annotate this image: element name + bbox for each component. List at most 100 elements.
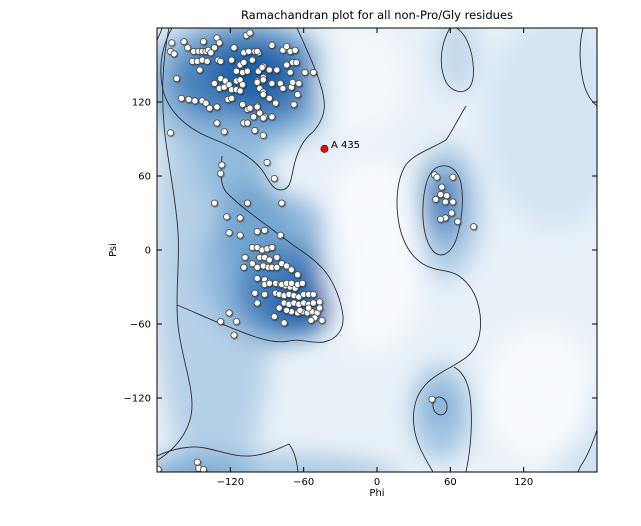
residue-point — [236, 214, 244, 222]
residue-point — [259, 91, 267, 99]
contour-alpha-region — [176, 155, 344, 343]
residue-point — [438, 183, 446, 191]
residue-point — [275, 304, 283, 312]
tick-label: 120 — [514, 477, 533, 488]
residue-point — [253, 274, 261, 282]
residue-point — [206, 104, 214, 112]
residue-point — [241, 253, 249, 261]
residue-point — [470, 223, 478, 231]
tick-label: −60 — [293, 477, 314, 488]
residue-point — [232, 317, 240, 325]
residue-point — [220, 128, 228, 136]
residue-point — [177, 94, 185, 102]
residue-point — [283, 61, 291, 69]
residue-point — [294, 91, 302, 99]
residue-point — [243, 67, 251, 75]
residue-point — [301, 68, 309, 76]
contour-top-hanging-blob — [440, 28, 474, 92]
residue-point — [263, 158, 271, 166]
residue-point — [283, 43, 291, 51]
residue-point — [166, 129, 174, 137]
contour-left-handed-region — [396, 105, 482, 472]
contour-bottom-right-corner — [577, 429, 597, 472]
residue-point — [225, 309, 233, 317]
residue-point — [253, 227, 261, 235]
residue-point — [258, 64, 266, 72]
x-axis-label: Phi — [369, 488, 384, 499]
residue-point — [309, 299, 317, 307]
residue-point — [283, 262, 291, 270]
residue-point — [232, 67, 240, 75]
residue-point — [273, 66, 281, 74]
residue-point — [256, 109, 264, 117]
residue-point — [289, 78, 297, 86]
y-axis-label: Psi — [108, 243, 119, 257]
residue-point — [261, 226, 269, 234]
residue-point — [251, 289, 259, 297]
residue-point — [318, 316, 326, 324]
residue-point — [230, 331, 238, 339]
tick-label: −120 — [124, 394, 151, 405]
residue-point — [298, 279, 306, 287]
residue-point — [276, 231, 284, 239]
residue-point — [253, 103, 261, 111]
residue-point — [273, 263, 281, 271]
residue-point — [239, 81, 247, 89]
annotation-a435: A 435 — [320, 140, 360, 153]
residue-point — [210, 80, 218, 88]
residue-point — [185, 96, 193, 104]
residue-point — [316, 304, 324, 312]
residue-point — [279, 84, 287, 92]
residue-point — [278, 199, 286, 207]
residue-point — [433, 173, 441, 181]
residue-point — [449, 173, 457, 181]
residue-point — [202, 99, 210, 107]
residue-point — [253, 47, 261, 55]
residue-point — [168, 39, 176, 47]
residue-point — [265, 279, 273, 287]
residue-point — [283, 306, 291, 314]
residue-point — [291, 46, 299, 54]
residue-point — [184, 44, 192, 52]
residue-point — [428, 395, 436, 403]
residue-point — [259, 114, 267, 122]
residue-point — [230, 44, 238, 52]
residue-point — [251, 126, 259, 134]
residue-point — [273, 253, 281, 261]
residue-point — [259, 131, 267, 139]
tick-label: 0 — [374, 477, 380, 488]
residue-point — [270, 174, 278, 182]
residue-point — [253, 299, 261, 307]
residue-point — [268, 41, 276, 49]
residue-point — [225, 229, 233, 237]
residue-point — [268, 243, 276, 251]
residue-point — [248, 260, 256, 268]
residue-point — [236, 87, 244, 95]
residue-point — [240, 263, 248, 271]
residue-point — [432, 195, 440, 203]
axis-tick-labels: −120 −60 0 60 120 −120 −60 0 60 120 — [124, 98, 534, 489]
contour-outer-left — [157, 28, 193, 461]
residue-point — [191, 97, 199, 105]
residue-point — [287, 266, 295, 274]
residue-point — [265, 94, 273, 102]
residue-point — [246, 104, 254, 112]
scatter-points — [157, 29, 478, 472]
residue-point — [437, 215, 445, 223]
contour-bottom-inner-ring — [432, 396, 448, 416]
residue-point — [309, 68, 317, 76]
contour-bottom-band — [157, 443, 299, 472]
residue-point — [295, 80, 303, 88]
residue-point — [259, 76, 267, 84]
residue-point — [437, 190, 445, 198]
residue-point — [268, 113, 276, 121]
residue-point — [243, 199, 251, 207]
residue-point — [207, 49, 215, 57]
residue-point — [248, 56, 256, 64]
contour-left-handed-inner — [422, 165, 463, 256]
tick-label: 120 — [132, 98, 151, 109]
residue-point — [261, 290, 269, 298]
residue-point — [245, 47, 253, 55]
